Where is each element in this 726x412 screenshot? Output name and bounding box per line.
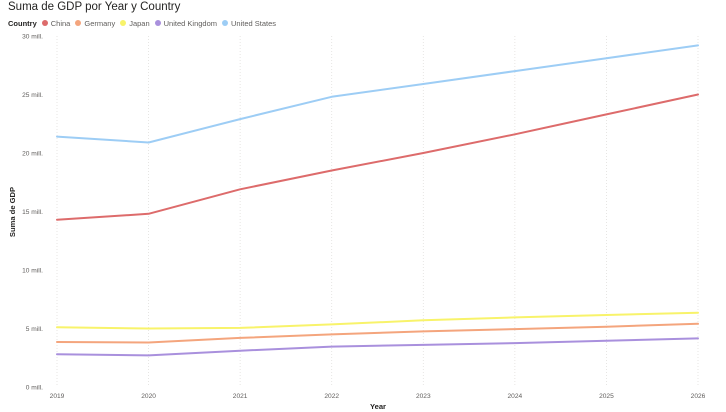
series-line-japan[interactable] (56, 311, 699, 330)
x-tick-label: 2026 (691, 393, 706, 400)
x-tick-label: 2022 (324, 393, 339, 400)
legend-swatch-united-kingdom (154, 20, 161, 26)
legend-label-japan: Japan (129, 18, 150, 28)
legend-title: Country (8, 18, 37, 28)
series-line-united-kingdom[interactable] (56, 337, 699, 357)
series-lines (56, 44, 699, 357)
chart-title: Suma de GDP por Year y Country (8, 1, 181, 13)
y-axis-ticks: 0 mill. 5 mill. 10 mill. 15 mill. 20 mill. 25… (22, 34, 43, 392)
x-axis-title: Year (370, 402, 386, 411)
legend-swatch-china (41, 20, 48, 26)
series-line-china[interactable] (56, 93, 699, 221)
legend-swatch-united-states (222, 20, 229, 26)
y-tick-label: 30 mill. (22, 34, 43, 41)
x-tick-label: 2024 (508, 393, 523, 400)
legend-label-germany: Germany (84, 18, 116, 28)
y-tick-label: 10 mill. (22, 268, 43, 275)
x-tick-label: 2023 (416, 393, 431, 400)
legend-item-japan[interactable]: Japan (120, 18, 150, 28)
x-tick-label: 2025 (599, 393, 614, 400)
legend-item-united-kingdom[interactable]: United Kingdom (154, 18, 218, 28)
x-tick-label: 2021 (233, 393, 248, 400)
series-line-germany[interactable] (56, 322, 699, 344)
y-tick-label: 0 mill. (26, 385, 43, 392)
legend-label-china: China (50, 18, 71, 28)
y-tick-label: 15 mill. (22, 209, 43, 216)
y-axis-title: Suma de GDP (8, 187, 17, 237)
legend-label-united-states: United States (231, 18, 277, 28)
x-tick-label: 2019 (50, 393, 65, 400)
x-tick-label: 2020 (141, 393, 156, 400)
legend-item-china[interactable]: China (41, 18, 71, 28)
legend-swatch-germany (75, 20, 82, 26)
legend-item-united-states[interactable]: United States (222, 19, 276, 28)
legend: Country China Germany Japan United Kingd… (8, 17, 281, 29)
series-line-united-states[interactable] (56, 44, 699, 144)
legend-label-united-kingdom: United Kingdom (163, 18, 218, 28)
y-tick-label: 20 mill. (22, 151, 43, 158)
x-axis-ticks: 2019 2020 2021 2022 2023 2024 2025 2026 (50, 393, 706, 400)
legend-swatch-japan (120, 20, 127, 26)
legend-item-germany[interactable]: Germany (75, 19, 115, 28)
y-tick-label: 25 mill. (22, 92, 43, 99)
y-tick-label: 5 mill. (26, 326, 43, 333)
gridlines (56, 36, 699, 387)
